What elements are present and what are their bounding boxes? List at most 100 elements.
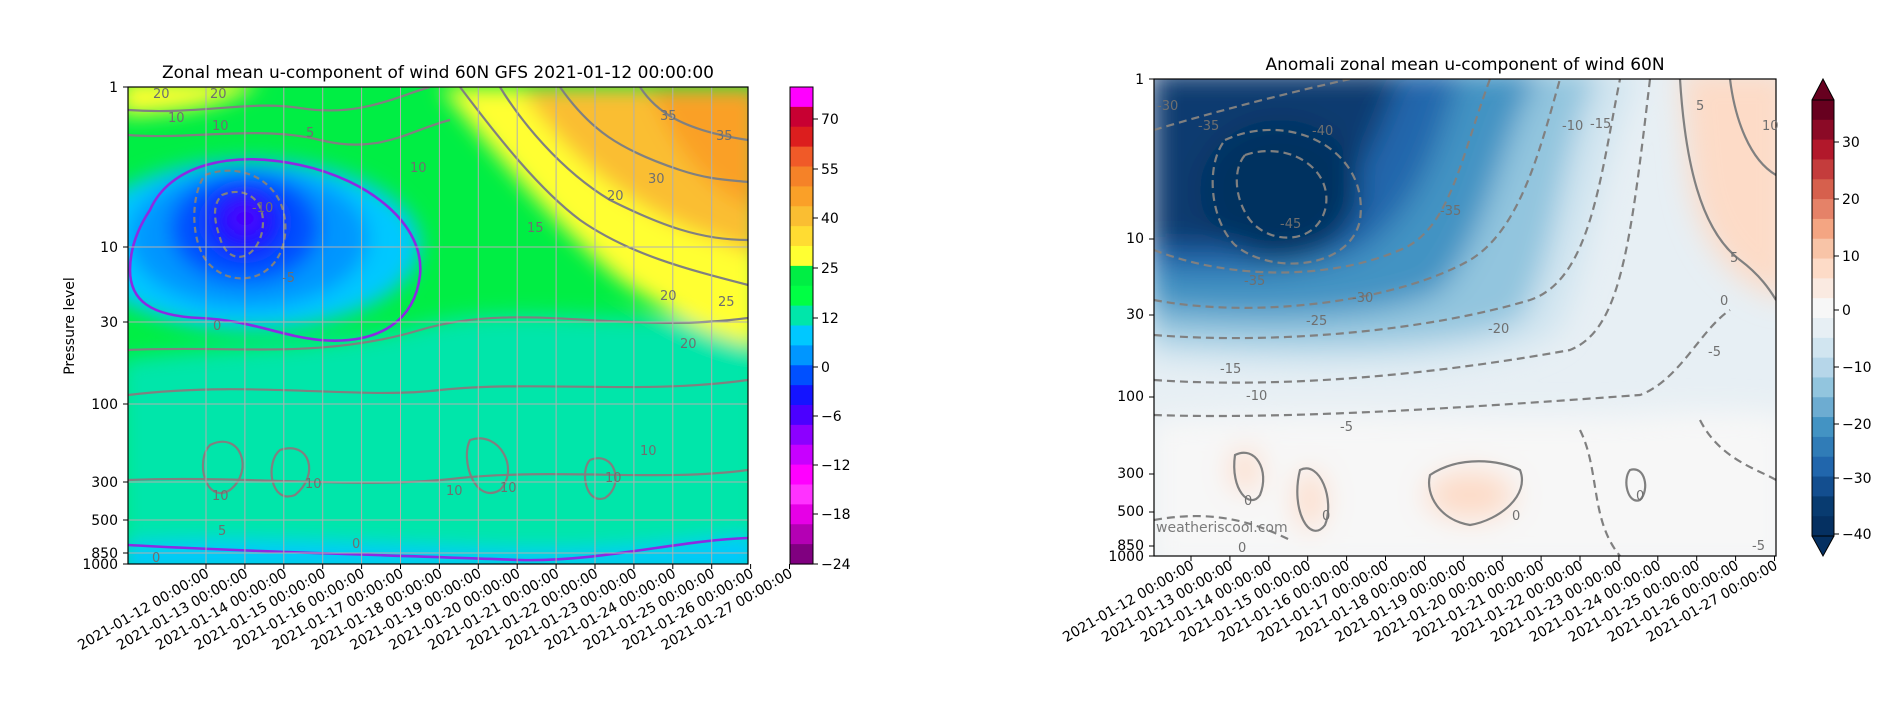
left-contour-label: 0: [152, 551, 160, 566]
right-chart-title: Anomali zonal mean u-component of wind 6…: [1265, 55, 1664, 75]
colorbar-segment: [790, 365, 813, 386]
left-contour-label: 35: [716, 129, 733, 144]
colorbar-segment: [1812, 100, 1834, 121]
left-contour-label: 20: [153, 87, 170, 102]
colorbar-segment: [790, 504, 813, 525]
colorbar-max-arrow: [1811, 77, 1835, 101]
right-contour-label: -30: [1352, 291, 1373, 306]
colorbar-tick-label: −6: [821, 409, 842, 425]
right-contour-label: -35: [1198, 119, 1219, 134]
colorbar-segment: [790, 246, 813, 267]
left-chart-title: Zonal mean u-component of wind 60N GFS 2…: [162, 63, 714, 83]
colorbar-segment: [1812, 278, 1834, 299]
colorbar-tick-label: 55: [821, 162, 839, 178]
colorbar-tick-label: 0: [1842, 303, 1851, 319]
left-contour-label: 20: [660, 289, 677, 304]
colorbar-tick-label: 40: [821, 211, 839, 227]
colorbar-segment: [790, 206, 813, 227]
right-y-tick: 850: [1117, 538, 1144, 554]
right-chart: Anomali zonal mean u-component of wind 6…: [1060, 55, 1871, 646]
left-contour-label: 5: [218, 524, 226, 539]
left-y-axis-label: Pressure level: [62, 277, 78, 375]
left-contour-label: 20: [607, 189, 624, 204]
right-contour-label: 0: [1720, 294, 1728, 309]
colorbar-tick-label: −20: [1842, 417, 1872, 433]
colorbar-segment: [1812, 436, 1834, 458]
right-contour-label: 0: [1636, 489, 1644, 504]
right-y-tick: 100: [1117, 389, 1144, 405]
right-contour-label: -5: [1752, 539, 1765, 554]
colorbar-segment: [1812, 417, 1834, 438]
colorbar-segment: [790, 265, 813, 287]
colorbar-segment: [790, 385, 813, 406]
left-contour-label: 5: [306, 126, 314, 141]
right-contour-label: 0: [1322, 509, 1330, 524]
colorbar-segment: [1812, 397, 1834, 418]
left-y-tick: 1000: [82, 557, 118, 573]
left-y-tick: 300: [91, 475, 118, 491]
colorbar-min-arrow: [1811, 535, 1835, 558]
left-y-tick: 30: [100, 315, 118, 331]
right-contour-label: -20: [1488, 322, 1509, 337]
colorbar-segment: [1812, 337, 1834, 359]
right-contour-label: 0: [1238, 541, 1246, 556]
left-colorbar: 70 55 40 25 12 0 −6 −12 −18 −24: [789, 86, 851, 573]
right-y-tick: 30: [1126, 307, 1144, 323]
colorbar-segment: [1812, 318, 1834, 339]
colorbar-segment: [790, 405, 813, 426]
right-contour-label: 5: [1730, 251, 1738, 266]
colorbar-segment: [790, 87, 813, 108]
right-contour-label: -15: [1590, 117, 1611, 132]
right-contour-label: -25: [1306, 314, 1327, 329]
colorbar-segment: [790, 544, 813, 565]
colorbar-segment: [1812, 218, 1834, 240]
colorbar-tick-label: 20: [1842, 192, 1860, 208]
colorbar-segment: [790, 325, 813, 346]
colorbar-segment: [1812, 516, 1834, 537]
right-y-tick: 500: [1117, 504, 1144, 520]
right-colorbar: 30 20 10 0 −10 −20 −30 −40: [1811, 77, 1872, 558]
left-contour-label: 15: [527, 221, 544, 236]
colorbar-segment: [790, 285, 813, 307]
right-y-axis: 1 10 30 100 300 500 850 1000: [1108, 72, 1154, 565]
colorbar-segment: [790, 424, 813, 446]
left-contour-label: 35: [660, 109, 677, 124]
left-y-tick: 10: [100, 240, 118, 256]
colorbar-segment: [1812, 199, 1834, 220]
colorbar-segment: [1812, 476, 1834, 497]
colorbar-segment: [790, 226, 813, 247]
colorbar-segment: [1812, 238, 1834, 260]
colorbar-segment: [1812, 179, 1834, 200]
right-contour-label: -15: [1220, 362, 1241, 377]
colorbar-segment: [790, 484, 813, 505]
left-contour-label: 20: [680, 337, 697, 352]
watermark: weatheriscool.com: [1156, 520, 1288, 536]
left-plot-frame: [127, 86, 749, 565]
colorbar-tick-label: 30: [1842, 135, 1860, 151]
left-contour-labels: 20 20 10 5 10 10 -10 -5 0 15 20 30 35 35…: [152, 87, 735, 566]
left-grid: [128, 246, 748, 554]
right-contour-label: -10: [1246, 389, 1267, 404]
left-y-axis: 1 10 30 100 300 500 850 1000 Pressure le…: [62, 80, 128, 573]
left-contour-label: 10: [168, 111, 185, 126]
left-contour-label: 10: [605, 471, 622, 486]
left-contour-label: 10: [500, 481, 517, 496]
colorbar-segment: [1812, 139, 1834, 161]
left-contour-label: -10: [252, 201, 273, 216]
left-contour-label: 10: [212, 119, 229, 134]
colorbar-segment: [1812, 258, 1834, 279]
colorbar-segment: [1812, 357, 1834, 379]
left-contour-label: 20: [210, 87, 227, 102]
right-contour-label: 10: [1762, 119, 1779, 134]
right-y-tick: 1000: [1108, 549, 1144, 565]
colorbar-tick-label: −30: [1842, 471, 1872, 487]
left-contour-label: 10: [212, 489, 229, 504]
colorbar-segment: [790, 464, 813, 486]
left-contour-label: 10: [410, 161, 427, 176]
left-contour-label: 30: [648, 172, 665, 187]
right-field: [1154, 79, 1776, 556]
colorbar-tick-label: 70: [821, 112, 839, 128]
